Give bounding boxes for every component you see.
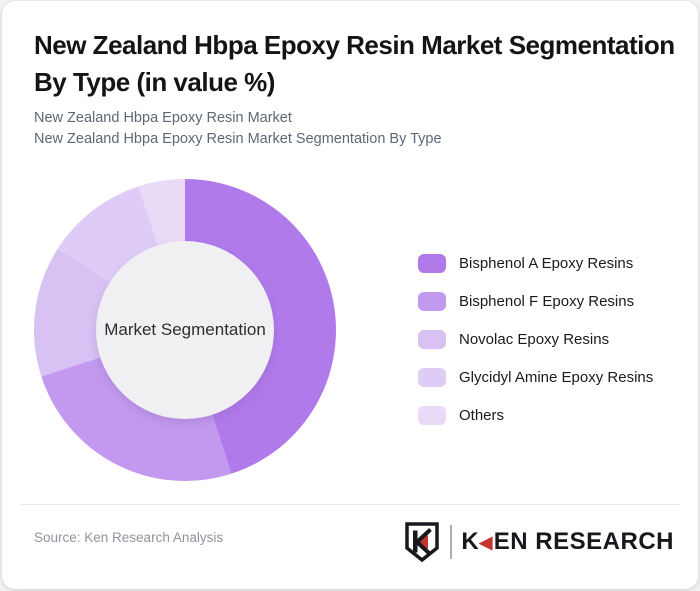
chart-title-line1: New Zealand Hbpa Epoxy Resin Market Segm… [34,30,675,60]
chart-legend: Bisphenol A Epoxy Resins Bisphenol F Epox… [418,244,653,434]
chart-title: New Zealand Hbpa Epoxy Resin Market Segm… [34,27,675,101]
donut-chart: Market Segmentation [34,179,336,481]
source-text: Source: Ken Research Analysis [34,530,224,545]
legend-item: Glycidyl Amine Epoxy Resins [418,358,653,396]
legend-swatch [418,329,446,349]
footer-divider [20,504,680,505]
legend-swatch [418,367,446,387]
donut-center: Market Segmentation [96,241,274,419]
legend-item: Bisphenol F Epoxy Resins [418,282,653,320]
wordmark-k: K [461,528,480,555]
wordmark-rest: EN RESEARCH [493,528,674,555]
logo-separator [450,525,453,559]
ken-research-shield-icon [405,522,440,563]
legend-item: Others [418,396,653,434]
legend-label: Novolac Epoxy Resins [459,330,610,348]
legend-item: Bisphenol A Epoxy Resins [418,244,653,282]
chart-subtitle-market: New Zealand Hbpa Epoxy Resin Market [34,110,292,126]
legend-item: Novolac Epoxy Resins [418,320,653,358]
legend-swatch [418,253,446,273]
ken-research-logo: K ◀ EN RESEARCH [403,521,674,563]
legend-swatch [418,405,446,425]
wordmark-arrow-icon: ◀ [479,533,493,552]
legend-label: Bisphenol A Epoxy Resins [459,254,634,272]
chart-title-line2: By Type (in value %) [34,67,275,97]
ken-research-wordmark: K ◀ EN RESEARCH [461,528,674,556]
legend-swatch [418,291,446,311]
legend-label: Bisphenol F Epoxy Resins [459,292,635,310]
chart-subtitle-segmentation: New Zealand Hbpa Epoxy Resin Market Segm… [34,131,442,147]
legend-label: Glycidyl Amine Epoxy Resins [459,368,654,386]
donut-center-label: Market Segmentation [104,320,266,339]
legend-label: Others [459,406,505,424]
